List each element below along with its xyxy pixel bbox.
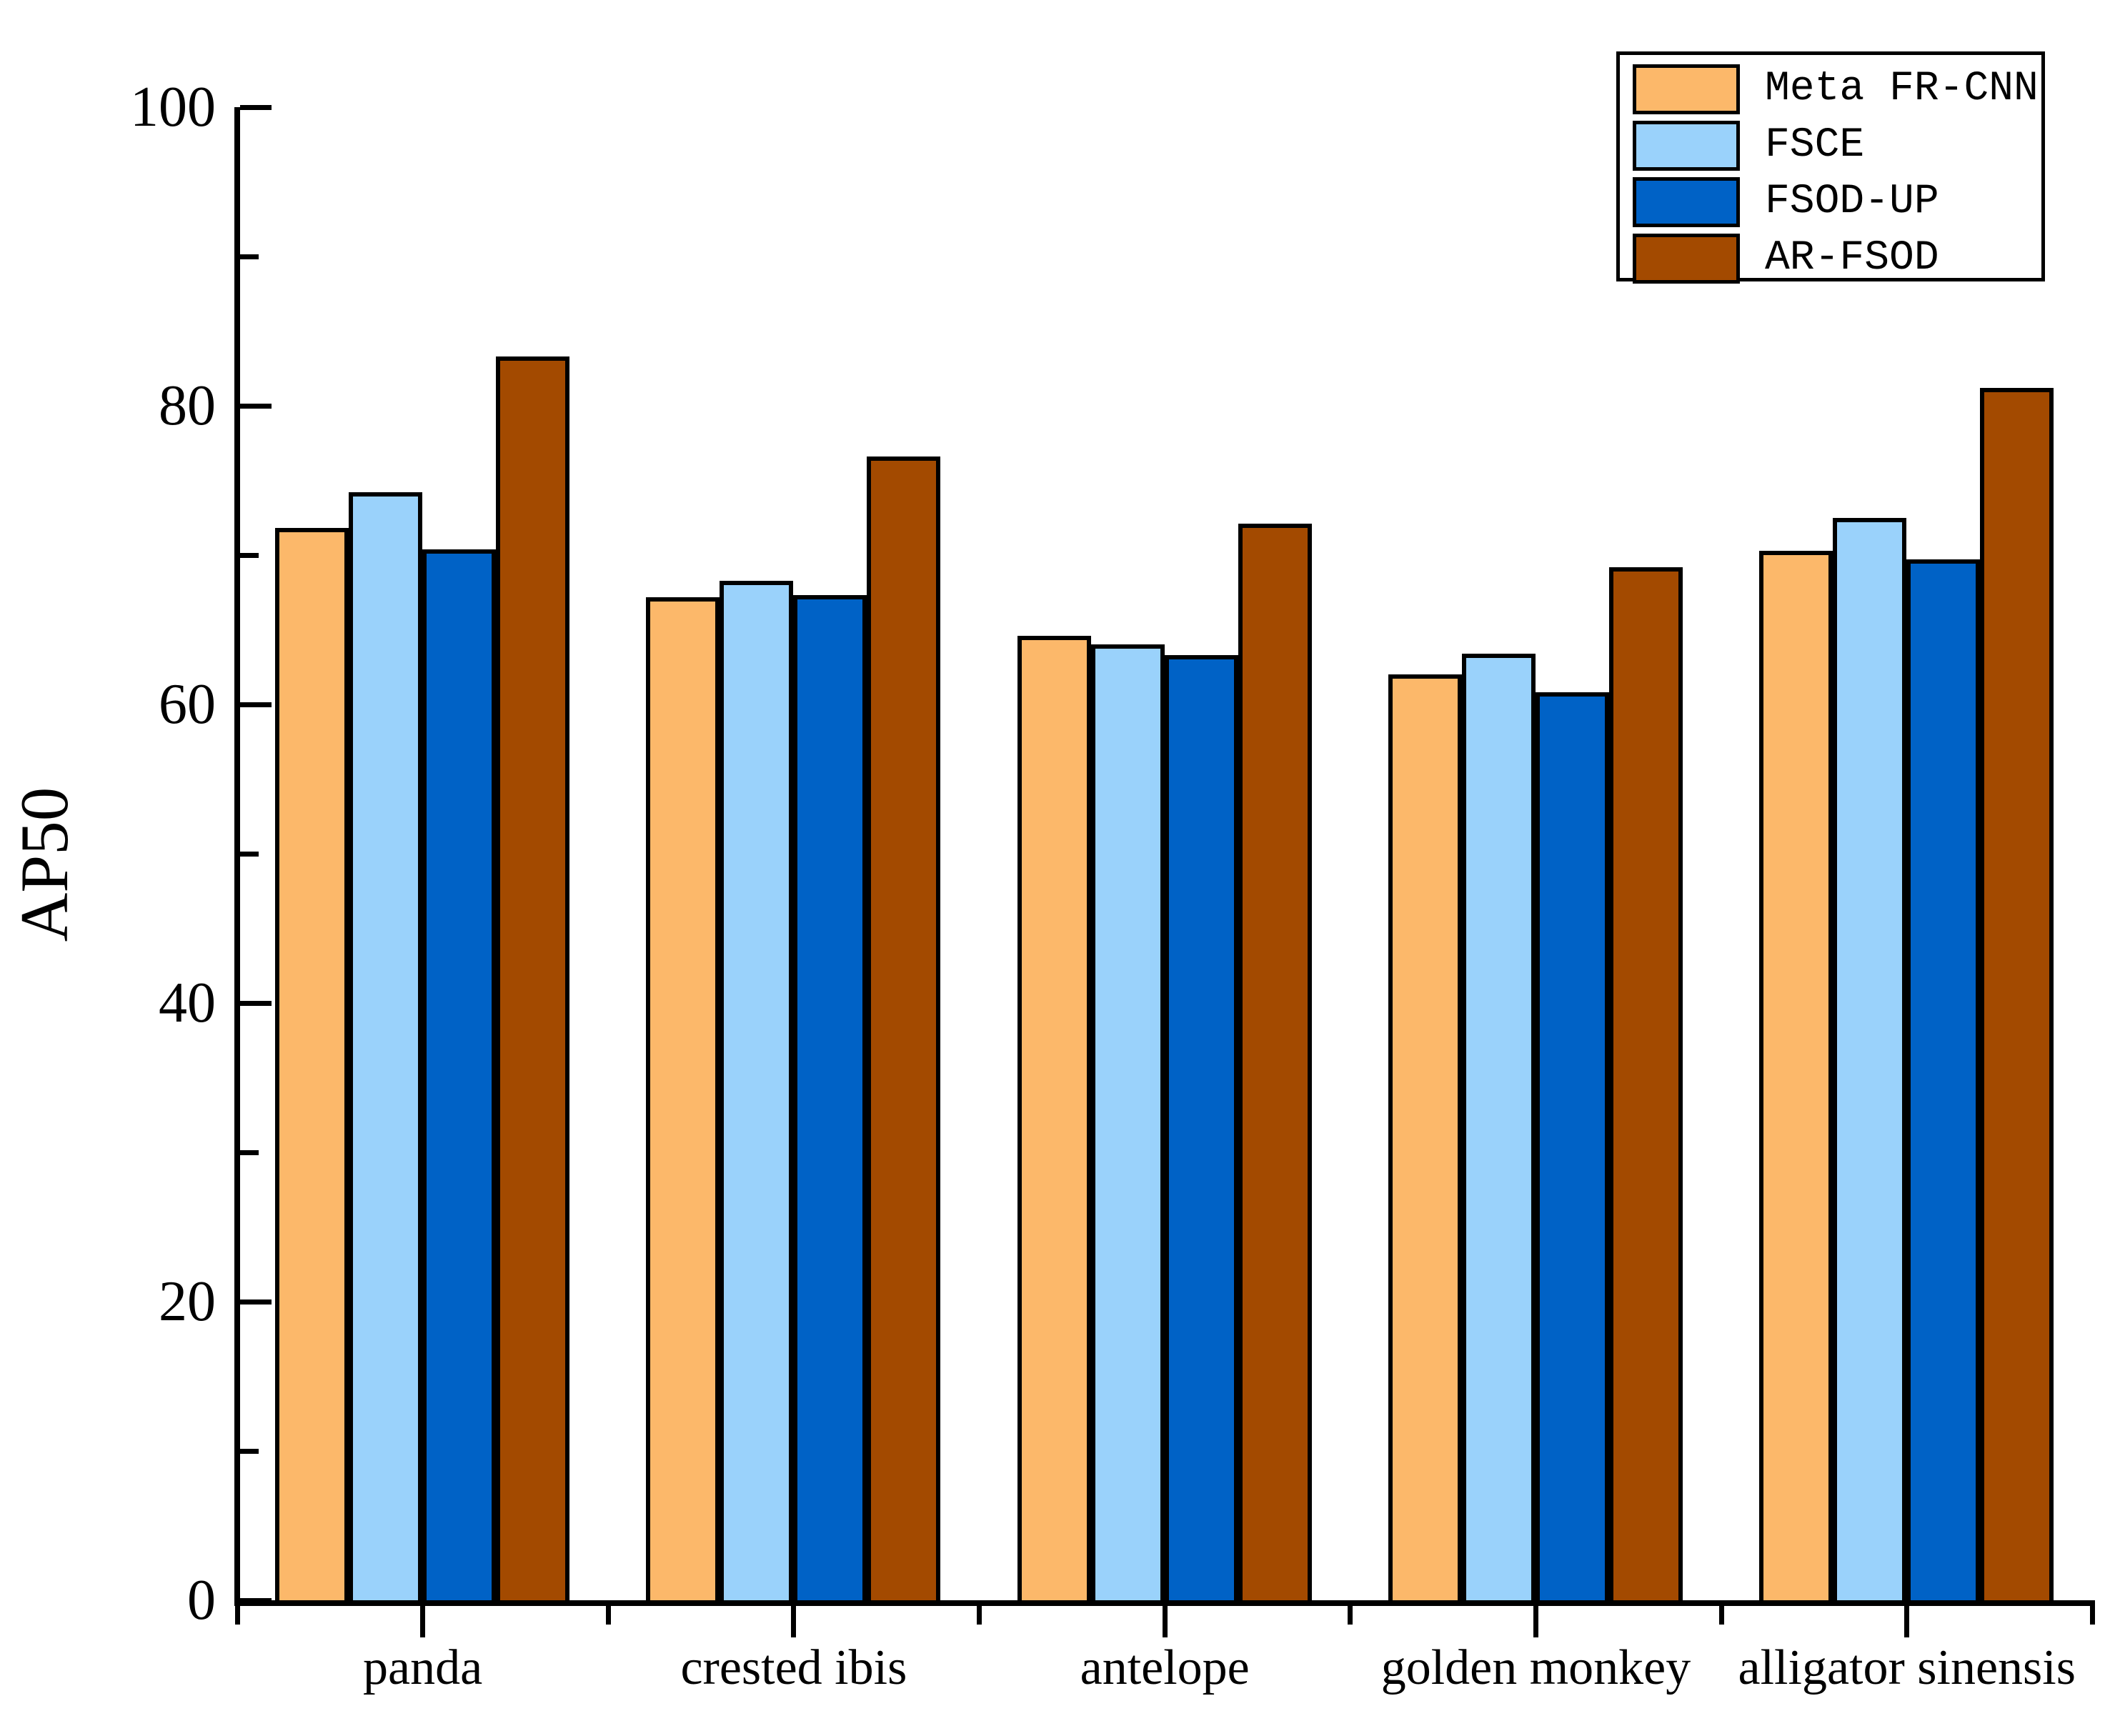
legend-label-AR-FSOD: AR-FSOD [1765,235,1939,281]
bar-FSCE-panda [349,492,422,1605]
y-minor-tick [240,1448,259,1454]
bar-FSCE-alligator-sinensis [1833,517,1907,1605]
x-minor-tick [2089,1606,2095,1625]
y-major-tick [240,702,272,707]
y-tick-label: 60 [159,673,216,736]
y-minor-tick [240,254,259,259]
category-label-antelope: antelope [1080,1640,1250,1695]
x-major-tick [791,1606,797,1637]
y-tick-label: 20 [159,1270,216,1333]
legend-swatch-FSOD-UP [1633,177,1740,227]
bar-AR-FSOD-crested-ibis [867,457,941,1605]
legend-box: Meta FR-CNN FSCE FSOD-UP AR-FSOD [1616,51,2045,284]
bar-AR-FSOD-antelope [1238,524,1312,1605]
bar-FSOD-UP-alligator-sinensis [1906,559,1981,1605]
x-major-tick [420,1606,426,1637]
y-tick-label: 0 [187,1569,216,1632]
legend-entry-FSCE: FSCE [1633,121,2033,171]
legend-entry-AR-FSOD: AR-FSOD [1633,234,2033,284]
category-label-alligator-sinensis: alligator sinensis [1738,1640,2076,1695]
y-tick-label: 100 [130,76,216,139]
x-minor-tick [977,1606,982,1625]
bar-Meta-FR-CNN-antelope [1017,635,1091,1605]
y-minor-tick [240,1149,259,1155]
y-major-tick [240,1000,272,1006]
legend-entry-FSOD-UP: FSOD-UP [1633,177,2033,227]
x-major-tick [1162,1606,1168,1637]
y-major-tick [240,1597,272,1603]
y-axis-line [234,107,240,1606]
legend-label-Meta-FR-CNN: Meta FR-CNN [1765,66,2039,112]
y-major-tick [240,1299,272,1305]
bar-Meta-FR-CNN-alligator-sinensis [1759,550,1833,1605]
y-major-tick [240,104,272,110]
y-minor-tick [240,851,259,857]
bar-FSCE-crested-ibis [720,580,794,1605]
x-major-tick [1533,1606,1538,1637]
bar-FSOD-UP-antelope [1164,655,1238,1605]
legend-swatch-FSCE [1633,121,1740,171]
bar-FSOD-UP-crested-ibis [793,595,867,1605]
bar-FSOD-UP-golden-monkey [1535,692,1609,1605]
bar-AR-FSOD-golden-monkey [1608,567,1683,1605]
x-minor-tick [234,1606,240,1625]
y-tick-label: 40 [159,972,216,1034]
bar-AR-FSOD-panda [496,356,569,1605]
legend-label-FSOD-UP: FSOD-UP [1765,179,1939,225]
y-axis-title: AP50 [6,787,82,942]
legend-swatch-Meta-FR-CNN [1633,64,1740,114]
legend-entry-Meta-FR-CNN: Meta FR-CNN [1633,64,2039,114]
bar-FSOD-UP-panda [422,549,496,1605]
legend-label-FSCE: FSCE [1765,122,1865,169]
bar-Meta-FR-CNN-golden-monkey [1388,674,1462,1605]
category-label-crested-ibis: crested ibis [680,1640,907,1695]
category-label-golden-monkey: golden monkey [1380,1640,1691,1695]
category-label-panda: panda [363,1640,483,1695]
y-tick-label: 80 [159,374,216,437]
x-minor-tick [605,1606,611,1625]
bar-AR-FSOD-alligator-sinensis [1980,387,2054,1605]
x-minor-tick [1348,1606,1353,1625]
x-minor-tick [1718,1606,1724,1625]
bar-Meta-FR-CNN-crested-ibis [646,597,720,1605]
bar-FSCE-antelope [1090,644,1165,1605]
bar-FSCE-golden-monkey [1461,653,1536,1605]
y-minor-tick [240,552,259,558]
bar-Meta-FR-CNN-panda [275,528,349,1605]
x-major-tick [1904,1606,1910,1637]
legend-swatch-AR-FSOD [1633,234,1740,284]
y-major-tick [240,403,272,409]
